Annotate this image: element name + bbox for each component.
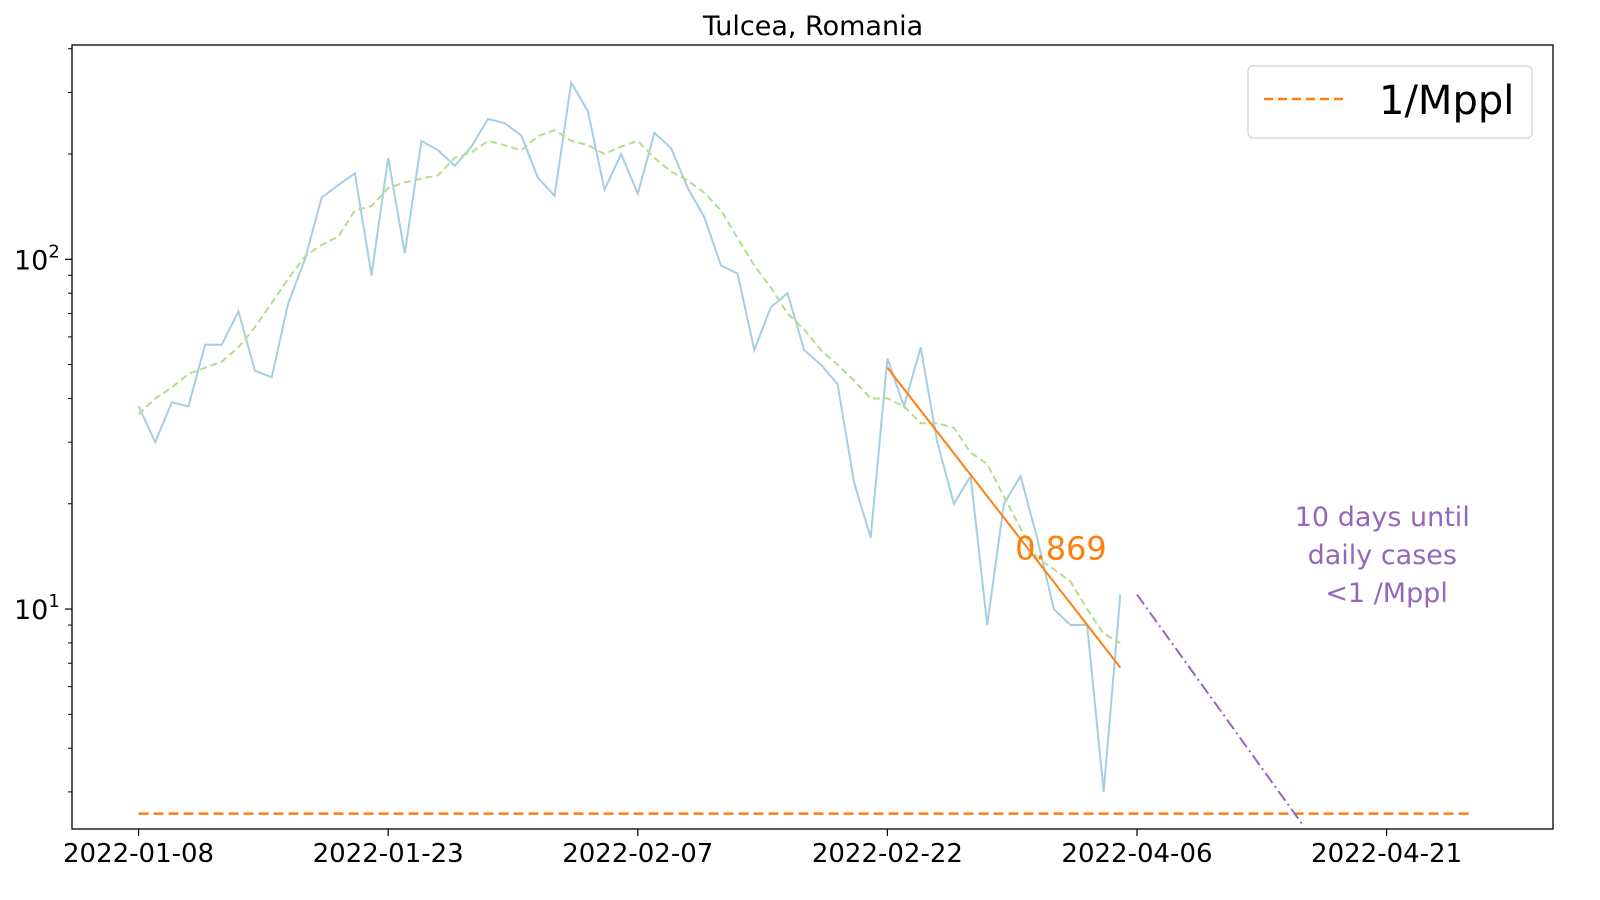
legend-label: 1/Mppl (1379, 78, 1514, 124)
trend-rate-label: 0.869 (1015, 529, 1107, 567)
x-axis: 2022-01-08 2022-01-23 2022-02-07 2022-02-22… (63, 829, 1462, 869)
projection-annotation: 10 days until daily cases <1 /Mppl (1295, 502, 1479, 609)
y-tick-label: 102 (14, 241, 60, 276)
x-tick-label: 2022-01-23 (313, 839, 464, 869)
legend: 1/Mppl (1247, 65, 1533, 139)
annotation-line-3: <1 /Mppl (1325, 578, 1448, 609)
x-tick-label: 2022-04-06 (1061, 839, 1212, 869)
annotation-line-2: daily cases (1308, 540, 1457, 571)
plot-area (137, 79, 1470, 827)
projection-line (1136, 593, 1305, 827)
y-tick-label: 101 (14, 591, 60, 626)
chart-title: Tulcea, Romania (702, 11, 923, 42)
x-tick-label: 2022-02-07 (562, 839, 713, 869)
x-tick-label: 2022-04-21 (1311, 839, 1462, 869)
y-axis: 101 102 (14, 48, 72, 793)
x-tick-label: 2022-02-22 (812, 839, 963, 869)
rolling-average-series-line (137, 129, 1121, 644)
legend-box (1247, 65, 1533, 139)
daily-series-line (137, 79, 1122, 792)
x-tick-label: 2022-01-08 (63, 839, 214, 869)
annotation-line-1: 10 days until (1295, 502, 1470, 533)
trend-line (886, 367, 1122, 669)
plot-frame (71, 44, 1554, 830)
